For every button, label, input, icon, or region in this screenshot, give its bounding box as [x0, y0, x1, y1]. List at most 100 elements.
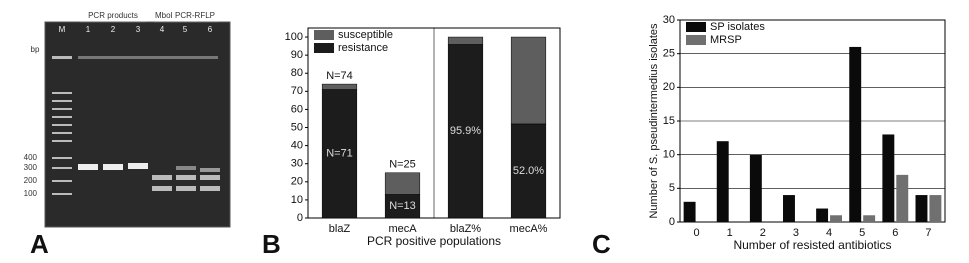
band — [52, 193, 72, 195]
band — [103, 164, 123, 170]
x-tick-label: 0 — [694, 227, 700, 239]
x-tick-label: blaZ% — [450, 223, 481, 235]
bar — [783, 195, 795, 222]
lane-label: 1 — [86, 25, 91, 34]
panel-letter: C — [592, 229, 611, 259]
plot-frame — [679, 19, 946, 223]
legend-label: resistance — [338, 42, 388, 54]
band — [78, 164, 98, 170]
x-tick-label: blaZ — [329, 223, 351, 235]
y-tick-label: 0 — [297, 212, 303, 224]
y-tick-label: 70 — [291, 85, 303, 97]
group-label: PCR products — [88, 11, 138, 20]
band — [128, 163, 148, 169]
legend-label: MRSP — [710, 34, 742, 46]
band — [176, 175, 196, 180]
value-label: N=71 — [326, 148, 353, 160]
bar-segment — [447, 44, 484, 219]
gel-panel: M 1 2 3 4 5 6 PCR products MboI PCR-RFLP… — [24, 11, 231, 228]
y-tick-label: 5 — [669, 182, 675, 194]
bar-segment — [447, 36, 484, 45]
band — [52, 108, 72, 110]
band — [52, 180, 72, 182]
y-axis-label: Number of S. pseudintermedius isolates — [648, 23, 660, 219]
legend-label: susceptible — [338, 29, 393, 41]
x-tick-label: 7 — [925, 227, 931, 239]
x-tick-label: mecA% — [510, 223, 548, 235]
y-tick-label: 15 — [663, 115, 675, 127]
panel-letter: B — [262, 229, 281, 259]
bar-segment — [321, 89, 358, 219]
x-tick-label: 5 — [859, 227, 865, 239]
size-label: 400 — [24, 153, 38, 162]
legend-swatch — [686, 35, 706, 45]
y-tick-label: 25 — [663, 48, 675, 60]
band — [176, 186, 196, 191]
x-tick-label: 4 — [826, 227, 832, 239]
panel-letter: A — [30, 229, 49, 259]
y-tick-label: 100 — [285, 31, 303, 43]
band — [200, 168, 220, 172]
band — [152, 186, 172, 191]
bar — [816, 208, 829, 222]
value-label: 52.0% — [513, 165, 544, 177]
y-tick-label: 10 — [663, 149, 675, 161]
bar-segment — [384, 172, 421, 195]
lane-label: 3 — [136, 25, 141, 34]
x-tick-label: 2 — [760, 227, 766, 239]
y-tick-label: 40 — [291, 140, 303, 152]
legend-swatch — [686, 22, 706, 32]
x-tick-label: 3 — [793, 227, 799, 239]
band — [52, 157, 72, 159]
band — [52, 92, 72, 94]
legend-swatch — [314, 30, 334, 40]
unit-label: bp — [31, 45, 40, 54]
bar-segment — [510, 123, 547, 219]
gel-image — [45, 22, 230, 227]
well — [78, 56, 218, 59]
gel-bands — [52, 56, 220, 195]
bar — [849, 46, 862, 222]
bar-segment — [510, 36, 547, 125]
y-tick-label: 80 — [291, 67, 303, 79]
band — [52, 132, 72, 134]
bar — [749, 154, 762, 222]
lane-label: 4 — [160, 25, 165, 34]
size-label: 200 — [24, 176, 38, 185]
bar — [863, 215, 876, 222]
lane-label: 2 — [111, 25, 116, 34]
y-tick-label: 20 — [291, 176, 303, 188]
y-tick-label: 30 — [291, 158, 303, 170]
x-tick-label: 6 — [892, 227, 898, 239]
y-tick-label: 50 — [291, 121, 303, 133]
x-axis-label: PCR positive populations — [367, 234, 501, 248]
group-label: MboI PCR-RFLP — [155, 11, 215, 20]
band — [200, 186, 220, 191]
value-label: N=13 — [389, 200, 416, 212]
y-tick-label: 30 — [663, 14, 675, 26]
band — [52, 116, 72, 118]
x-axis-label: Number of resisted antibiotics — [733, 238, 891, 252]
size-label: 300 — [24, 163, 38, 172]
bar — [896, 174, 909, 222]
legend-swatch — [314, 43, 334, 53]
y-tick-label: 90 — [291, 49, 303, 61]
lane-label: 5 — [183, 25, 188, 34]
band — [52, 167, 72, 169]
y-tick-label: 0 — [669, 216, 675, 228]
bar-segment — [321, 83, 358, 90]
legend-label: SP isolates — [710, 21, 765, 33]
lane-label: 6 — [208, 25, 213, 34]
band — [52, 124, 72, 126]
bar — [683, 201, 696, 222]
y-tick-label: 60 — [291, 103, 303, 115]
annotation: N=25 — [389, 159, 416, 171]
band — [52, 140, 72, 142]
band — [152, 175, 172, 180]
band — [176, 166, 196, 170]
bar — [830, 215, 842, 222]
annotation: N=74 — [326, 70, 353, 82]
y-tick-label: 10 — [291, 194, 303, 206]
bar — [915, 195, 928, 222]
